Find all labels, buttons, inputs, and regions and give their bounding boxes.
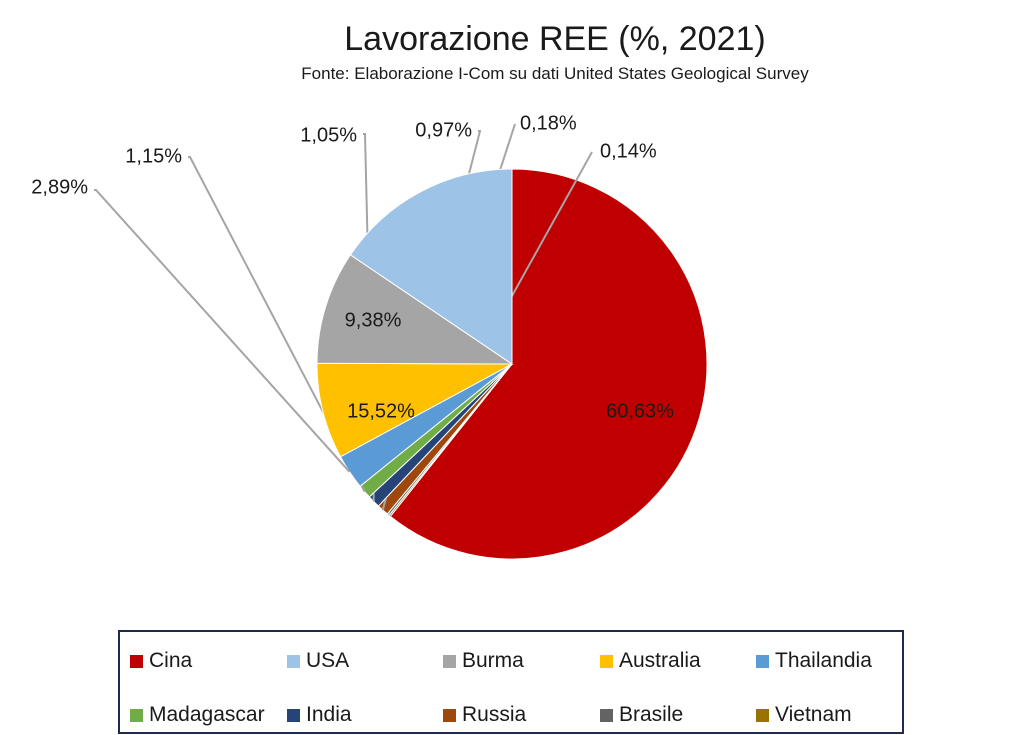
legend-label-russia: Russia xyxy=(462,703,527,726)
legend-label-usa: USA xyxy=(306,649,350,672)
data-label-brasile: 0,18% xyxy=(520,112,577,134)
legend-item-madagascar: Madagascar xyxy=(130,703,265,727)
legend-swatch-cina xyxy=(130,654,143,668)
legend-swatch-australia xyxy=(600,654,613,668)
leader-line-thailandia xyxy=(94,189,351,473)
legend-label-india: India xyxy=(306,703,352,726)
legend-swatch-thailandia xyxy=(756,654,769,668)
pie-slice-cina xyxy=(389,168,708,560)
legend-item-vietnam: Vietnam xyxy=(756,703,852,727)
legend-swatch-russia xyxy=(443,708,456,722)
chart-legend: Cina USA Burma Australia Thailandia Madagasca… xyxy=(118,630,904,734)
pie-chart: 60,63%0,14%0,18%0,97%1,05%1,15%2,89%7,94… xyxy=(31,112,708,560)
pie-slice-burma xyxy=(316,254,514,365)
data-label-thailandia: 2,89% xyxy=(31,176,88,198)
legend-label-australia: Australia xyxy=(619,649,701,672)
legend-item-burma: Burma xyxy=(443,649,524,673)
legend-item-usa: USA xyxy=(287,649,349,673)
legend-label-cina: Cina xyxy=(149,649,193,672)
data-label-cina: 60,63% xyxy=(606,400,674,422)
legend-label-vietnam: Vietnam xyxy=(775,703,852,726)
legend-swatch-india xyxy=(287,708,300,722)
legend-label-brasile: Brasile xyxy=(619,703,684,726)
legend-swatch-usa xyxy=(287,654,300,668)
legend-item-russia: Russia xyxy=(443,703,526,727)
leader-line-madagascar xyxy=(188,156,366,493)
legend-swatch-madagascar xyxy=(130,708,143,722)
chart-subtitle: Fonte: Elaborazione I-Com su dati United… xyxy=(301,64,809,83)
legend-label-burma: Burma xyxy=(462,649,524,672)
legend-swatch-vietnam xyxy=(756,708,769,722)
data-label-russia: 0,97% xyxy=(415,119,472,141)
chart-title: Lavorazione REE (%, 2021) xyxy=(344,20,766,58)
legend-item-cina: Cina xyxy=(130,649,192,673)
legend-item-australia: Australia xyxy=(600,649,701,673)
legend-item-india: India xyxy=(287,703,352,727)
legend-swatch-brasile xyxy=(600,708,613,722)
data-label-vietnam: 0,14% xyxy=(600,140,657,162)
data-label-usa: 15,52% xyxy=(347,400,415,422)
legend-label-madagascar: Madagascar xyxy=(149,703,265,726)
data-label-india: 1,05% xyxy=(300,124,357,146)
data-label-burma: 9,38% xyxy=(345,309,402,331)
data-label-madagascar: 1,15% xyxy=(125,145,182,167)
legend-label-thailandia: Thailandia xyxy=(775,649,872,672)
legend-item-thailandia: Thailandia xyxy=(756,649,872,673)
pie-slice-australia xyxy=(316,362,513,458)
pie-slice-usa xyxy=(349,168,513,365)
legend-swatch-burma xyxy=(443,654,456,668)
legend-item-brasile: Brasile xyxy=(600,703,683,727)
